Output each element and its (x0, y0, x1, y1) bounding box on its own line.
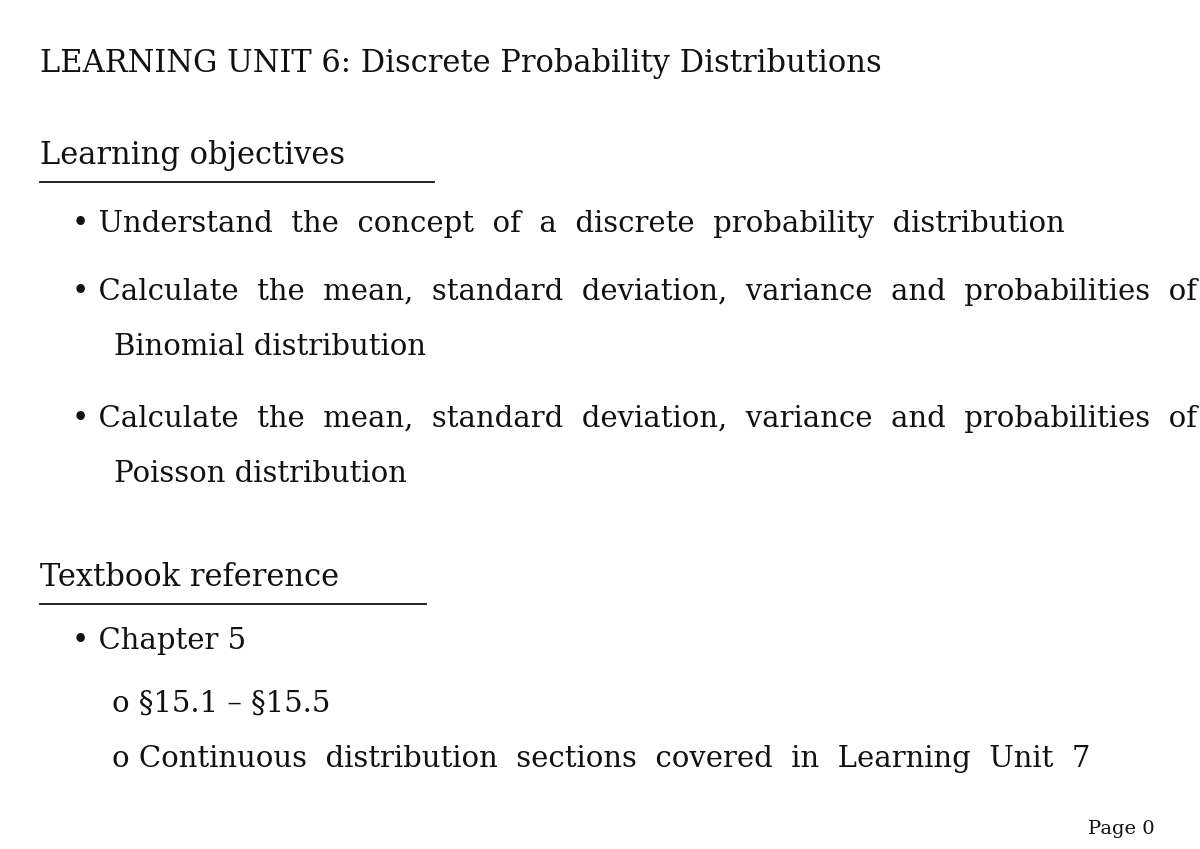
Text: Textbook reference: Textbook reference (40, 562, 340, 593)
Text: Poisson distribution: Poisson distribution (114, 460, 407, 488)
Text: o Continuous  distribution  sections  covered  in  Learning  Unit  7: o Continuous distribution sections cover… (112, 745, 1091, 773)
Text: o §15.1 – §15.5: o §15.1 – §15.5 (112, 690, 330, 718)
Text: Page 0: Page 0 (1088, 820, 1154, 838)
Text: LEARNING UNIT 6: Discrete Probability Distributions: LEARNING UNIT 6: Discrete Probability Di… (40, 48, 882, 79)
Text: • Understand  the  concept  of  a  discrete  probability  distribution: • Understand the concept of a discrete p… (72, 210, 1064, 238)
Text: Binomial distribution: Binomial distribution (114, 333, 426, 361)
Text: • Calculate  the  mean,  standard  deviation,  variance  and  probabilities  of : • Calculate the mean, standard deviation… (72, 405, 1200, 433)
Text: Learning objectives: Learning objectives (40, 140, 346, 171)
Text: • Chapter 5: • Chapter 5 (72, 627, 246, 655)
Text: • Calculate  the  mean,  standard  deviation,  variance  and  probabilities  of : • Calculate the mean, standard deviation… (72, 278, 1200, 306)
